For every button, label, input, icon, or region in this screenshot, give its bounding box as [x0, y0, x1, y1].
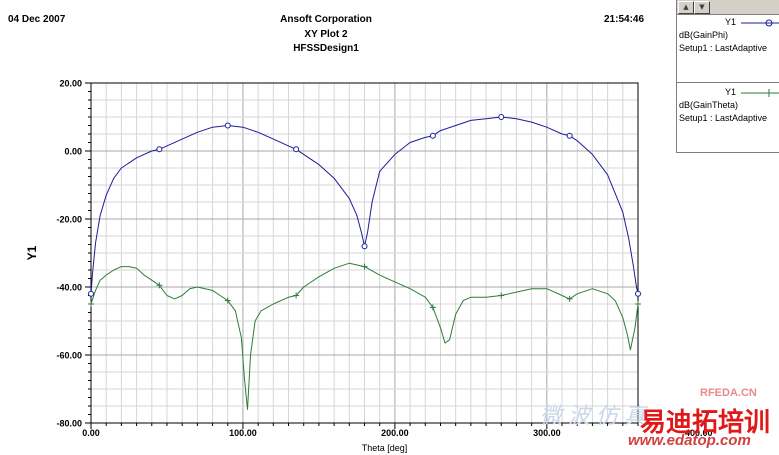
legend-toolbar: ▲ ▼: [677, 0, 779, 15]
x-tick-label: 100.00: [229, 428, 257, 438]
y-tick-label: -60.00: [56, 351, 82, 361]
y-tick-label: 20.00: [59, 79, 82, 89]
data-point-gainphi: [635, 290, 641, 297]
design-label: HFSSDesign1: [293, 43, 359, 54]
data-point-gainphi: [224, 122, 231, 129]
y-axis-title: Y1: [25, 245, 39, 260]
date-label: 04 Dec 2007: [8, 14, 66, 25]
legend-expression: dB(GainTheta): [679, 100, 739, 110]
y-tick-label: -80.00: [56, 419, 82, 429]
time-label: 21:54:46: [604, 14, 645, 25]
axis-ticks: [85, 82, 639, 429]
legend-series-label: Y1: [725, 17, 737, 27]
y-tick-label: -40.00: [56, 283, 82, 293]
data-point-gainphi: [293, 146, 300, 153]
legend-expression: dB(GainPhi): [679, 30, 729, 40]
watermark-brand: 易迪拓培训: [640, 408, 771, 438]
legend-divider: [677, 82, 779, 83]
series-line-dB(GainTheta): [90, 262, 639, 410]
company-label: Ansoft Corporation: [280, 14, 372, 25]
legend-panel: ▲ ▼ Y1 dB(GainPhi) Setup1 : LastAdaptive…: [676, 0, 779, 153]
x-axis-title: Theta [deg]: [362, 443, 408, 453]
x-tick-label: 300.00: [533, 428, 561, 438]
legend-setup: Setup1 : LastAdaptive: [679, 43, 768, 53]
x-tick-label: 0.00: [82, 428, 100, 438]
axis-labels: 20.000.00-20.00-40.00-60.00-80.000.00 100…: [25, 79, 713, 454]
watermark-rfeda: RFEDA.CN: [700, 387, 757, 399]
watermark-faint-text: 微波仿真: [540, 404, 653, 429]
data-point-gainphi: [156, 146, 163, 153]
data-point-gainphi: [429, 132, 436, 139]
x-tick-label: 200.00: [381, 428, 409, 438]
scroll-up-button[interactable]: ▲: [678, 1, 694, 14]
legend-gaintheta-swatch: [741, 89, 779, 97]
legend-series-label: Y1: [725, 87, 737, 97]
data-point-gainphi: [566, 132, 573, 139]
y-tick-label: 0.00: [64, 147, 82, 157]
legend-entry-gaintheta[interactable]: Y1 dB(GainTheta) Setup1 : LastAdaptive: [677, 86, 779, 126]
watermark-url: www.edatop.com: [628, 432, 751, 449]
data-point-gainphi: [361, 243, 368, 250]
series-line-dB(GainPhi): [90, 116, 639, 294]
plot-title: XY Plot 2: [304, 29, 348, 40]
series-group: [88, 114, 641, 410]
legend-entry-gainphi[interactable]: Y1 dB(GainPhi) Setup1 : LastAdaptive: [677, 16, 779, 56]
legend-gainphi-swatch: [741, 19, 779, 27]
grid: [90, 82, 639, 424]
scroll-down-button[interactable]: ▼: [694, 1, 710, 14]
x-tick-label: 400.00: [685, 428, 713, 438]
data-point-gainphi: [88, 290, 94, 297]
y-tick-label: -20.00: [56, 215, 82, 225]
data-point-gainphi: [498, 114, 505, 120]
legend-setup: Setup1 : LastAdaptive: [679, 113, 768, 123]
